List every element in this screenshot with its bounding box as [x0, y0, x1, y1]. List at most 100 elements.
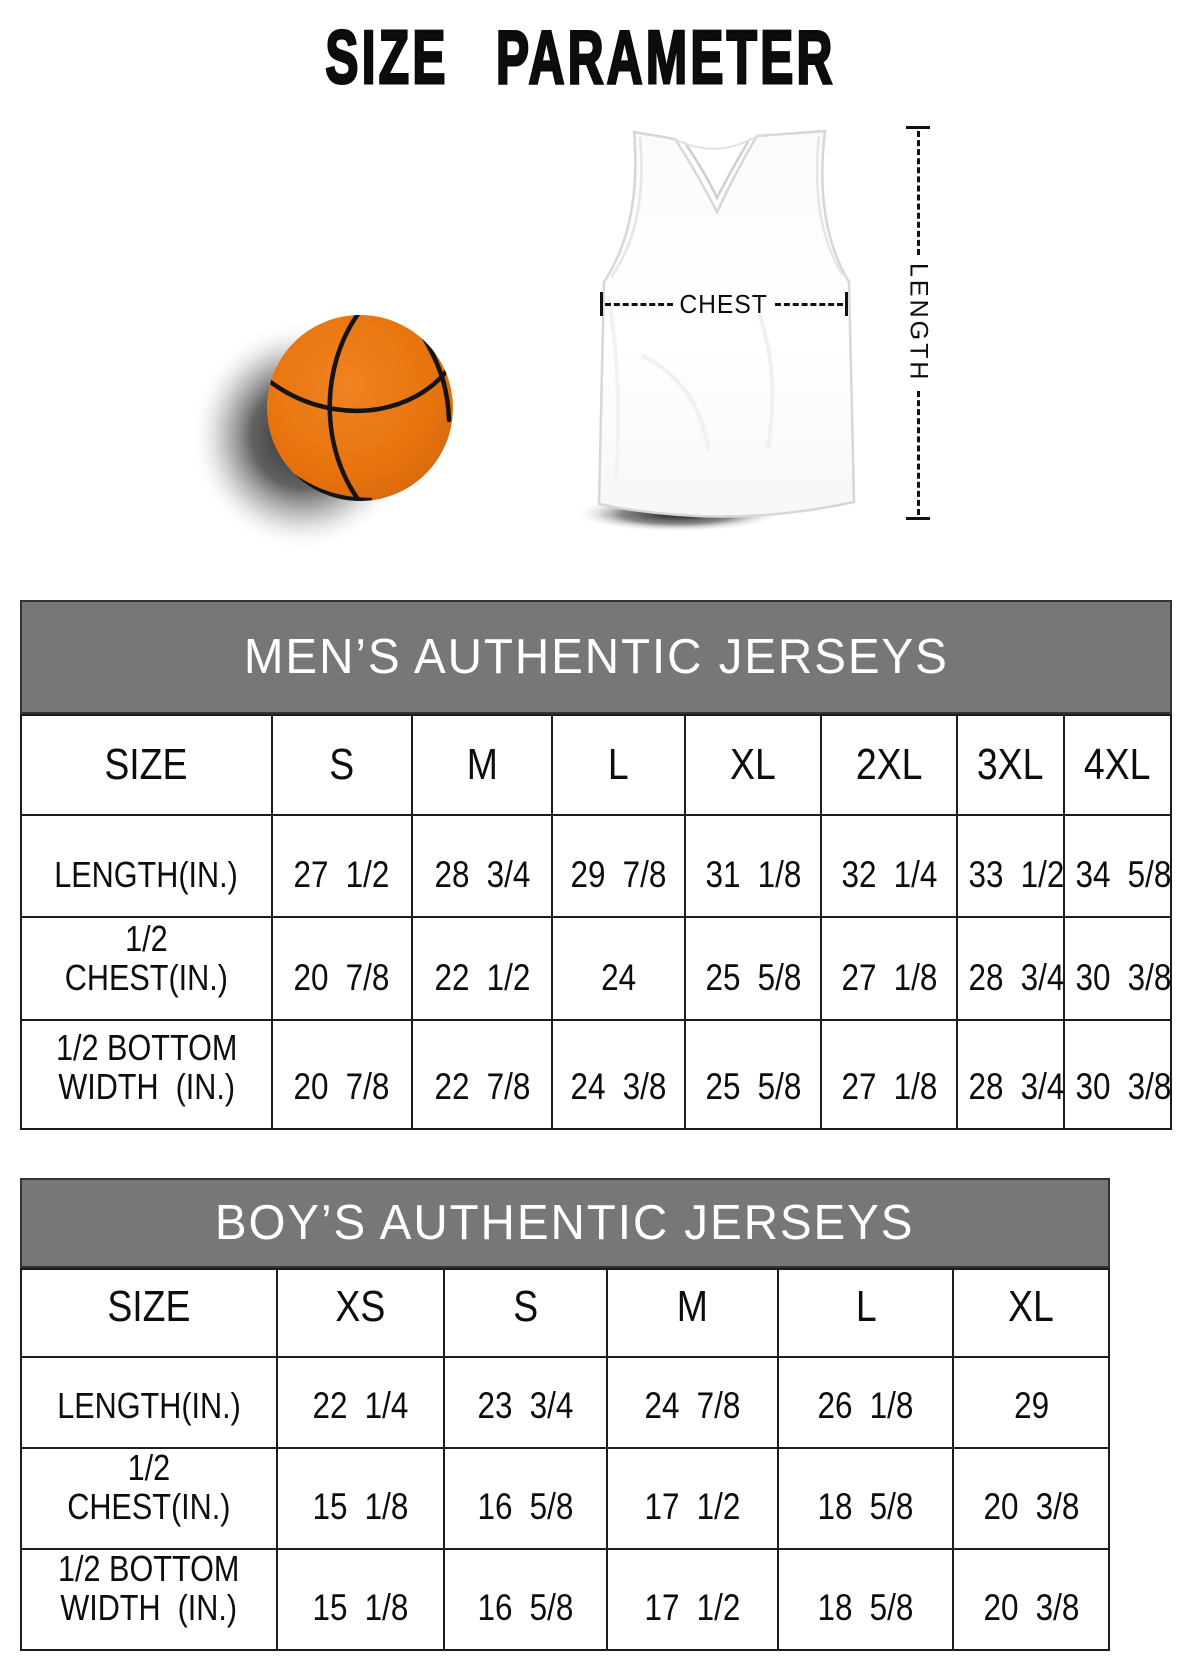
- value-cell: 28 3/4: [956, 916, 1065, 1021]
- row-label-cell-text: 1/2 CHEST(IN.): [64, 918, 228, 998]
- chest-dash-right: [774, 302, 843, 306]
- size-header-cell-text: SIZE: [107, 1282, 191, 1331]
- value-cell-text: 16 5/8: [477, 1586, 574, 1628]
- size-col-l: L: [777, 1268, 955, 1358]
- table-row: 1/2 BOTTOM WIDTH (IN.) 20 7/8 22 7/8 24 3/8…: [20, 1019, 1172, 1130]
- value-cell-text: 27 1/2: [293, 854, 390, 895]
- size-col-m: M: [410, 714, 554, 816]
- row-label-cell: 1/2 CHEST(IN.): [20, 916, 273, 1021]
- table-row: 1/2 BOTTOM WIDTH (IN.) 15 1/8 16 5/8 17 1/2…: [20, 1547, 1110, 1651]
- size-col-2xl-text: 2XL: [855, 740, 923, 789]
- chest-left-tick: [600, 292, 603, 316]
- value-cell-text: 17 1/2: [644, 1586, 741, 1628]
- size-col-xs: XS: [275, 1268, 446, 1358]
- value-cell: 27 1/8: [820, 1019, 959, 1130]
- length-bottom-tick: [906, 517, 930, 520]
- value-cell: 17 1/2: [606, 1447, 780, 1550]
- value-cell-text: 30 3/8: [1075, 957, 1171, 998]
- value-cell-text: 30 3/8: [1075, 1066, 1171, 1107]
- value-cell-text: 24 3/8: [570, 1066, 667, 1107]
- row-label-cell: 1/2 BOTTOM WIDTH (IN.): [20, 1019, 273, 1130]
- mens-size-table: SIZE S M L XL 2XL 3XL 4XL LENGTH(IN.) 27 1/2 28 3/…: [20, 714, 1172, 1130]
- basketball-svg: [190, 315, 453, 551]
- value-cell-text: 22 7/8: [434, 1066, 531, 1107]
- value-cell-text: 34 5/8: [1075, 854, 1171, 895]
- value-cell: 32 1/4: [820, 814, 959, 918]
- page-title: SIZE PARAMETER: [0, 15, 1160, 99]
- table-row: 1/2 CHEST(IN.) 20 7/8 22 1/2 24 25 5/8 27 1/8…: [20, 916, 1172, 1021]
- length-measure-line: LENGTH: [904, 126, 933, 520]
- basketball-icon: [190, 268, 490, 568]
- value-cell: 22 1/4: [275, 1356, 446, 1449]
- mens-section-header: MEN’S AUTHENTIC JERSEYS: [20, 600, 1172, 714]
- row-label-cell-text: LENGTH(IN.): [54, 854, 239, 895]
- value-cell: 31 1/8: [683, 814, 823, 918]
- value-cell: 25 5/8: [683, 1019, 823, 1130]
- value-cell: 27 1/8: [820, 916, 959, 1021]
- value-cell-text: 18 5/8: [817, 1485, 914, 1527]
- size-col-2xl: 2XL: [820, 714, 959, 816]
- value-cell: 22 1/2: [410, 916, 554, 1021]
- row-label-cell: LENGTH(IN.): [20, 814, 273, 918]
- length-label: LENGTH: [904, 263, 933, 383]
- value-cell-text: 28 3/4: [434, 854, 531, 895]
- size-col-xl: XL: [683, 714, 823, 816]
- size-col-4xl-text: 4XL: [1084, 740, 1151, 789]
- boys-size-table: SIZE XS S M L XL LENGTH(IN.) 22 1/4 23 3/4 24 7/8…: [20, 1268, 1110, 1651]
- value-cell: 18 5/8: [777, 1547, 955, 1651]
- value-cell-text: 24: [600, 957, 636, 998]
- size-col-s-text: S: [329, 740, 355, 789]
- size-col-4xl: 4XL: [1063, 714, 1172, 816]
- value-cell: 20 7/8: [270, 916, 414, 1021]
- value-cell-text: 20 7/8: [293, 1066, 390, 1107]
- value-cell-text: 27 1/8: [841, 1066, 938, 1107]
- value-cell: 23 3/4: [443, 1356, 609, 1449]
- row-label-cell-text: 1/2 CHEST(IN.): [67, 1448, 231, 1527]
- value-cell: 15 1/8: [275, 1547, 446, 1651]
- jersey-icon: [548, 116, 908, 540]
- value-cell: 33 1/2: [956, 814, 1065, 918]
- size-col-s: S: [270, 714, 414, 816]
- table-row: LENGTH(IN.) 22 1/4 23 3/4 24 7/8 26 1/8 29: [20, 1356, 1110, 1449]
- size-header-row: SIZE XS S M L XL: [20, 1268, 1110, 1358]
- row-label-cell: LENGTH(IN.): [20, 1356, 278, 1449]
- row-label-cell: 1/2 BOTTOM WIDTH (IN.): [20, 1547, 278, 1651]
- size-header-cell: SIZE: [20, 714, 273, 816]
- value-cell-text: 25 5/8: [704, 1066, 801, 1107]
- boys-section-header: BOY’S AUTHENTIC JERSEYS: [20, 1178, 1110, 1268]
- value-cell: 29 7/8: [551, 814, 686, 918]
- value-cell: 25 5/8: [683, 916, 823, 1021]
- page-title-text: SIZE PARAMETER: [324, 15, 836, 99]
- value-cell: 28 3/4: [956, 1019, 1065, 1130]
- value-cell: 24: [551, 916, 686, 1021]
- size-col-xl-text: XL: [1008, 1282, 1055, 1331]
- chest-right-tick: [845, 292, 848, 316]
- size-header-cell-text: SIZE: [104, 740, 188, 789]
- value-cell: 29: [952, 1356, 1110, 1449]
- value-cell-text: 16 5/8: [477, 1485, 574, 1527]
- value-cell-text: 31 1/8: [704, 854, 801, 895]
- value-cell: 24 7/8: [606, 1356, 780, 1449]
- value-cell: 30 3/8: [1063, 1019, 1172, 1130]
- value-cell-text: 32 1/4: [841, 854, 938, 895]
- value-cell-text: 15 1/8: [312, 1586, 409, 1628]
- value-cell-text: 27 1/8: [841, 957, 938, 998]
- value-cell: 16 5/8: [443, 1447, 609, 1550]
- value-cell-text: 29: [1013, 1385, 1049, 1426]
- value-cell-text: 22 1/4: [312, 1385, 409, 1426]
- size-col-xl: XL: [952, 1268, 1110, 1358]
- value-cell: 27 1/2: [270, 814, 414, 918]
- size-header-cell: SIZE: [20, 1268, 278, 1358]
- value-cell-text: 15 1/8: [312, 1485, 409, 1527]
- value-cell-text: 23 3/4: [477, 1385, 574, 1426]
- size-col-m: M: [606, 1268, 780, 1358]
- size-col-xs-text: XS: [335, 1282, 386, 1331]
- chest-dash-left: [605, 302, 674, 306]
- row-label-cell: 1/2 CHEST(IN.): [20, 1447, 278, 1550]
- value-cell: 24 3/8: [551, 1019, 686, 1130]
- boys-section-title: BOY’S AUTHENTIC JERSEYS: [215, 1195, 915, 1250]
- value-cell-text: 25 5/8: [704, 957, 801, 998]
- length-top-tick: [906, 126, 930, 129]
- value-cell-text: 20 3/8: [983, 1485, 1080, 1527]
- value-cell: 16 5/8: [443, 1547, 609, 1651]
